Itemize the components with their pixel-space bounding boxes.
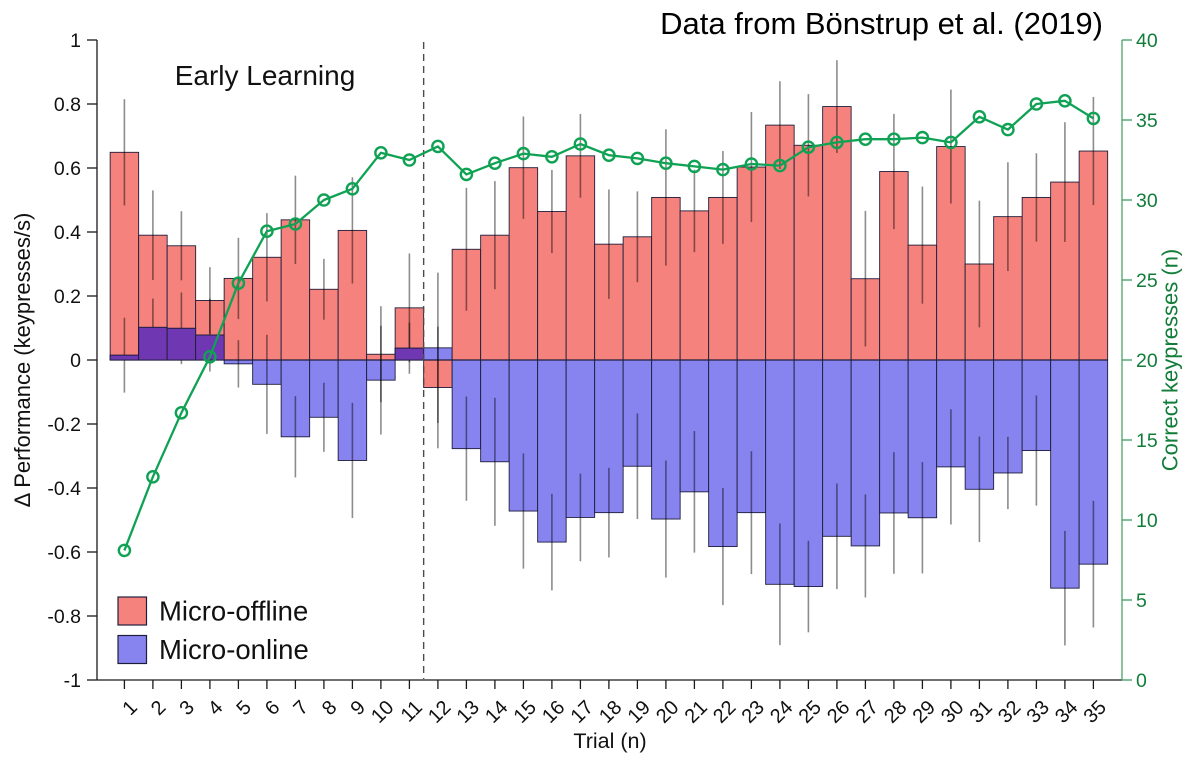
svg-text:0: 0 [70, 350, 81, 372]
svg-text:Correct keypresses (n): Correct keypresses (n) [1158, 249, 1183, 472]
svg-text:0.6: 0.6 [54, 158, 81, 180]
svg-text:0.8: 0.8 [54, 94, 81, 116]
svg-text:-0.8: -0.8 [47, 606, 81, 628]
svg-text:Micro-online: Micro-online [159, 634, 309, 665]
svg-text:Δ Performance (keypresses/s): Δ Performance (keypresses/s) [10, 213, 35, 508]
svg-text:30: 30 [1136, 190, 1158, 212]
svg-text:0.4: 0.4 [54, 222, 81, 244]
svg-text:15: 15 [1136, 430, 1158, 452]
svg-text:25: 25 [1136, 270, 1158, 292]
svg-text:0.2: 0.2 [54, 286, 81, 308]
svg-text:35: 35 [1136, 110, 1158, 132]
svg-text:1: 1 [70, 30, 81, 52]
svg-text:0: 0 [1136, 670, 1147, 692]
svg-text:40: 40 [1136, 30, 1158, 52]
svg-text:Data from Bönstrup et al. (201: Data from Bönstrup et al. (2019) [660, 6, 1103, 41]
svg-text:Micro-offline: Micro-offline [159, 596, 308, 627]
svg-text:Early Learning: Early Learning [175, 60, 356, 91]
svg-text:20: 20 [1136, 350, 1158, 372]
svg-text:10: 10 [1136, 510, 1158, 532]
svg-text:Trial (n): Trial (n) [573, 729, 646, 753]
svg-text:-0.4: -0.4 [47, 478, 81, 500]
svg-text:-0.2: -0.2 [47, 414, 81, 436]
svg-text:5: 5 [1136, 590, 1147, 612]
svg-text:-1: -1 [64, 670, 81, 692]
svg-text:-0.6: -0.6 [47, 542, 81, 564]
